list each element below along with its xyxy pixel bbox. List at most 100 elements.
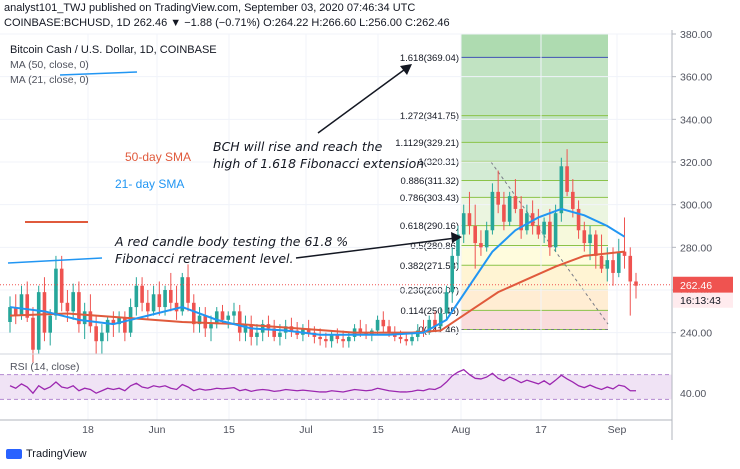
fib-band: [461, 265, 608, 290]
candle-body: [433, 319, 437, 327]
candle-body: [237, 311, 242, 333]
annotation-graphics: [7, 64, 462, 264]
candle-body: [507, 196, 512, 222]
fib-band: [461, 289, 608, 311]
candle-body: [484, 230, 489, 248]
candle-body: [496, 191, 500, 205]
candle-body: [25, 294, 30, 318]
candle-body: [59, 268, 64, 303]
candle-body: [163, 290, 167, 308]
candle-body: [599, 255, 604, 269]
candle-body: [398, 336, 403, 340]
rsi-legend[interactable]: RSI (14, close): [10, 361, 80, 373]
x-tick-label: 15: [372, 424, 384, 436]
candle-body: [220, 311, 225, 320]
candle-body: [490, 191, 495, 231]
candle-body: [329, 334, 334, 342]
tradingview-brand: TradingView: [26, 448, 87, 460]
candle-body: [513, 196, 518, 209]
countdown-badge: [673, 292, 733, 308]
candle-body: [375, 319, 380, 331]
candle-body: [341, 339, 345, 342]
moving-averages: [0, 207, 672, 336]
rise-annotation-line2: high of 1.618 Fibonacci extension: [213, 156, 425, 171]
fib-level-label: 0.886(311.32): [401, 176, 459, 187]
candle-body: [634, 281, 638, 286]
candle-body: [335, 334, 340, 340]
candle-body: [117, 317, 121, 325]
candle-body: [525, 213, 529, 231]
candle-body: [324, 339, 328, 342]
candle-body: [8, 307, 12, 322]
candle-body: [542, 221, 546, 235]
y-tick-label: 300.00: [680, 200, 712, 212]
fib-level-label: 0.114(250.45): [401, 306, 459, 317]
candle-body: [48, 315, 53, 333]
ma21-legend[interactable]: MA (21, close, 0): [10, 74, 89, 86]
candle-body: [243, 324, 248, 333]
candle-body: [450, 255, 455, 293]
candle-body: [94, 326, 98, 342]
candle-body: [318, 336, 322, 340]
fib-level-label: 1.272(341.75): [400, 111, 459, 122]
candle-body: [169, 290, 173, 303]
candle-body: [559, 166, 564, 214]
candle-body: [272, 328, 276, 337]
candle-body: [588, 234, 592, 244]
y-tick-label: 320.00: [680, 157, 712, 169]
fib-band-top: [461, 34, 608, 58]
candle-body: [65, 302, 70, 312]
price-badge: [673, 276, 733, 293]
fib-level-label: 0.618(290.16): [400, 221, 459, 232]
candle-body: [123, 317, 127, 333]
candle-body: [36, 292, 41, 350]
y-tick-label: 240.00: [680, 328, 712, 340]
candle-body: [249, 324, 254, 337]
tradingview-logo[interactable]: TradingView: [6, 448, 87, 460]
y-tick-label: 380.00: [680, 29, 712, 41]
candle-body: [381, 319, 386, 327]
candle-body: [100, 332, 104, 342]
ma50-legend[interactable]: MA (50, close, 0): [10, 59, 89, 71]
candle-body: [77, 292, 81, 325]
sma50-annotation: 50-day SMA: [125, 150, 192, 164]
y-tick-label: 360.00: [680, 72, 712, 84]
fib-band: [461, 115, 608, 143]
candle-body: [479, 243, 483, 248]
red-candle-annotation-line1: A red candle body testing the 61.8 %: [115, 234, 349, 249]
candle-body: [456, 234, 460, 256]
arrow-up-line: [317, 66, 409, 134]
countdown-value: 16:13:43: [680, 295, 721, 307]
candle-body: [605, 260, 610, 269]
candle-body: [186, 277, 190, 303]
candle-body: [364, 332, 368, 335]
candle-body: [444, 292, 449, 314]
chart-title: Bitcoin Cash / U.S. Dollar, 1D, COINBASE: [10, 44, 217, 56]
x-tick-label: 18: [82, 424, 94, 436]
candle-body: [404, 339, 409, 342]
candle-body: [255, 332, 259, 337]
candle-body: [576, 208, 581, 231]
candle-body: [473, 226, 477, 244]
x-tick-label: Aug: [452, 424, 471, 436]
candle-body: [19, 294, 24, 316]
candle-body: [358, 328, 363, 333]
candle-body: [71, 292, 75, 312]
price-badge-value: 262.46: [680, 280, 712, 292]
x-tick-label: Jun: [149, 424, 166, 436]
sma21-annotation: 21- day SMA: [115, 177, 185, 191]
arrow-right-line: [295, 237, 457, 259]
ma21-legend-swatch: [59, 71, 138, 76]
x-tick-label: 17: [535, 424, 547, 436]
candle-body: [42, 292, 47, 333]
candle-body: [283, 326, 288, 333]
fib-level-label: 1.1129(329.21): [395, 138, 459, 149]
candle-body: [565, 166, 569, 192]
fib-band: [461, 310, 608, 330]
y-tick-label: 280.00: [680, 242, 712, 254]
candle-body: [519, 208, 523, 231]
rsi-line: [9, 368, 636, 395]
candle-body: [628, 255, 633, 282]
arrow-up-head: [400, 64, 412, 75]
